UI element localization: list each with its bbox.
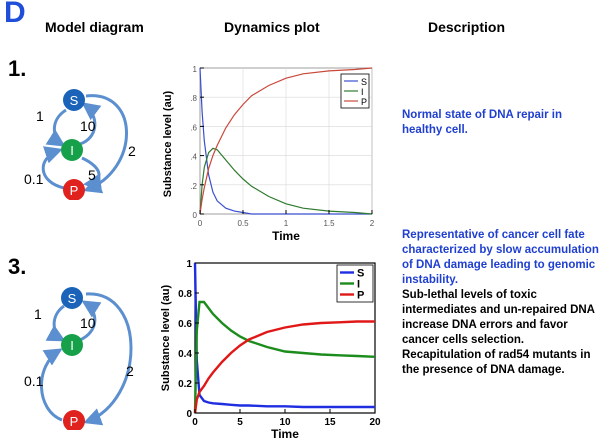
dynamics-plot-3: 0 5 10 15 20 0 0.2 0.4 0.6 0.8 1 SIP Time Substanc… [160, 259, 381, 440]
y-axis-label: Substance level (au) [160, 284, 172, 391]
series-line-i [199, 147, 373, 215]
y-tick-label: 0 [186, 409, 192, 420]
node-i [61, 334, 83, 356]
node-p-label: P [70, 414, 79, 429]
y-tick-label: .2 [190, 182, 197, 191]
y-tick-label: 0.6 [178, 319, 192, 330]
legend-label-s: S [357, 268, 364, 280]
node-s [63, 89, 85, 111]
y-tick-label: 0.2 [178, 379, 192, 390]
node-s [61, 287, 83, 309]
legend-label-p: P [361, 97, 367, 107]
node-s-label: S [70, 93, 79, 108]
series-line-p [193, 320, 375, 414]
node-p [63, 410, 85, 430]
label-i-s: 10 [80, 315, 96, 331]
description-3-highlight: Representative of cancer cell fate chara… [402, 229, 599, 286]
node-i-label: I [70, 143, 74, 158]
x-axis-label: Time [271, 427, 299, 440]
label-s-p: 2 [128, 143, 136, 159]
edge-p-to-i [40, 348, 63, 422]
edge-s-to-p [83, 94, 128, 194]
row-number-3: 3. [8, 254, 27, 279]
x-tick-label: 0 [198, 219, 203, 228]
model-diagram-1: S I P 1 10 2 5 0.1 [24, 89, 136, 200]
legend-label-i: I [361, 87, 364, 97]
series-line-p [199, 67, 373, 215]
x-tick-label: 0.5 [237, 219, 249, 228]
y-axis-label: Substance level (au) [162, 90, 174, 197]
y-tick-label: .8 [190, 94, 197, 103]
edge-i-to-s [79, 300, 102, 342]
x-tick-label: 20 [369, 417, 381, 428]
node-p [63, 179, 85, 200]
description-1: Normal state of DNA repair in healthy ce… [402, 109, 562, 136]
node-p-label: P [70, 183, 79, 198]
y-tick-label: 1 [193, 65, 198, 74]
description-3-detail: Sub-lethal levels of toxic intermediates… [402, 289, 595, 376]
label-p-i: 0.1 [24, 171, 44, 187]
y-tick-label: .6 [190, 123, 197, 132]
dynamics-plot-1: 0 0.5 1 1.5 2 0 .2 .4 .6 .8 1 SIP Time Substance l… [162, 65, 375, 243]
edge-s-to-p [83, 292, 133, 426]
dynamics-plot-header: Dynamics plot [224, 19, 320, 35]
panel-letter: D [4, 0, 26, 29]
legend-label-i: I [357, 279, 360, 291]
series-line-s [199, 67, 372, 215]
model-diagram-3: S I P 1 10 2 0.1 [24, 287, 134, 430]
label-s-p: 2 [126, 363, 134, 379]
edge-s-to-i [45, 108, 67, 147]
y-tick-label: 1 [186, 259, 192, 270]
node-s-label: S [68, 291, 77, 306]
label-p-i: 0.1 [24, 373, 44, 389]
x-tick-label: 1 [284, 219, 289, 228]
label-i-s: 10 [80, 118, 96, 134]
edge-s-to-i [45, 304, 66, 342]
series-line-i [193, 300, 376, 414]
x-tick-label: 2 [370, 219, 375, 228]
legend-label-s: S [361, 77, 367, 87]
x-tick-label: 0 [192, 417, 198, 428]
edge-i-to-s [79, 102, 102, 146]
edge-p-to-i [41, 146, 65, 190]
node-i-label: I [70, 338, 74, 353]
y-tick-label: .4 [190, 153, 197, 162]
edge-i-to-p [81, 156, 102, 192]
label-i-p: 5 [88, 167, 96, 183]
x-tick-label: 5 [237, 417, 243, 428]
label-s-i: 1 [36, 108, 44, 124]
row-number-1: 1. [8, 56, 27, 81]
node-i [61, 139, 83, 161]
x-tick-label: 1.5 [323, 219, 335, 228]
x-axis-label: Time [272, 229, 300, 243]
legend-label-p: P [357, 290, 364, 302]
y-tick-label: 0.4 [178, 349, 192, 360]
y-tick-label: 0.8 [178, 289, 192, 300]
label-s-i: 1 [34, 306, 42, 322]
model-diagram-header: Model diagram [45, 19, 144, 35]
y-tick-label: 0 [193, 211, 198, 220]
description-3: Representative of cancer cell fate chara… [402, 228, 602, 378]
x-tick-label: 15 [324, 417, 336, 428]
description-header: Description [428, 19, 506, 35]
x-tick-label: 10 [279, 417, 291, 428]
series-line-s [193, 262, 375, 409]
